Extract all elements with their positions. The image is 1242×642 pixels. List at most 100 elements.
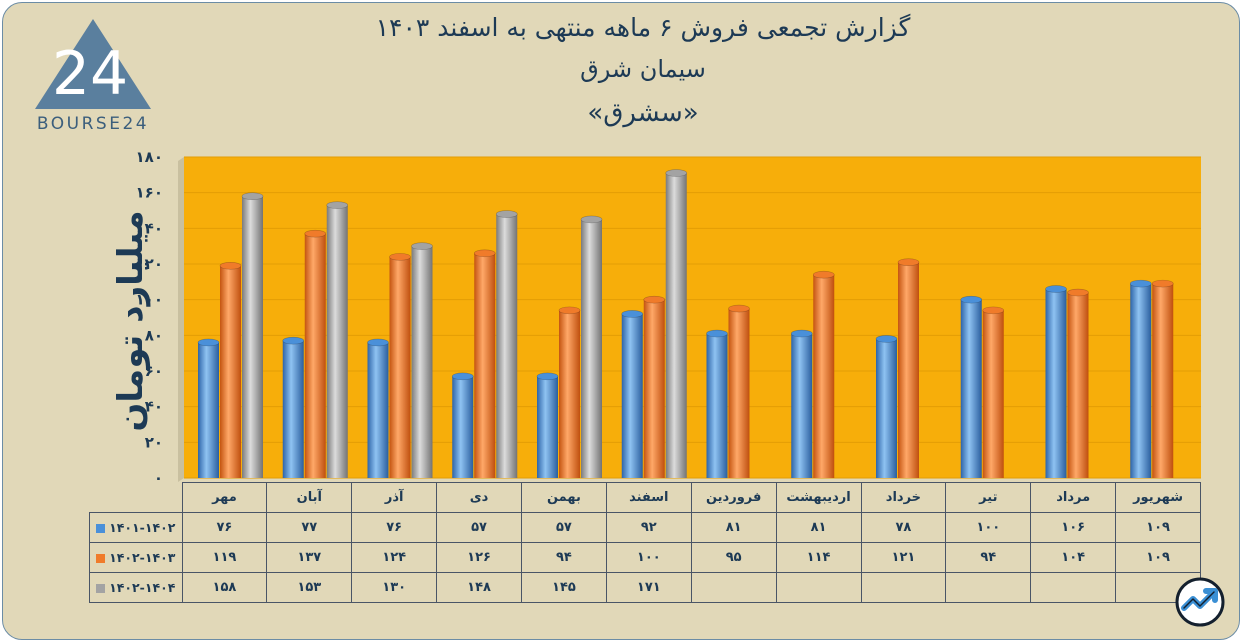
- ticker-symbol: «سشرق»: [587, 98, 699, 128]
- bar-cap: [960, 295, 983, 304]
- bar-cap: [728, 304, 750, 313]
- y-tick-label: ۱۲۰: [136, 255, 163, 273]
- data-value: [690, 572, 777, 603]
- data-value: ۱۰۹: [1115, 512, 1201, 543]
- y-axis-label: میلیارد تومان: [111, 210, 151, 432]
- bar: [326, 205, 348, 478]
- legend-swatch: [96, 524, 106, 533]
- bar: [537, 376, 558, 478]
- bar-cap: [411, 242, 433, 250]
- data-value: ۷۷: [266, 512, 353, 543]
- bar: [643, 299, 665, 478]
- bar: [474, 253, 496, 478]
- data-value: ۵۷: [436, 512, 522, 543]
- category-label: فروردین: [690, 482, 777, 513]
- chart-title: گزارش تجمعی فروش ۶ ماهه منتهی به اسفند ۱…: [375, 13, 911, 42]
- data-value: ۵۷: [521, 512, 607, 543]
- bourse24-logo: 24: [35, 19, 151, 109]
- chart-canvas: 24 ۰ ۲۰ ۴۰ ۶۰ ۸۰ ۱۰۰ ۱۲۰ ۱۴۰ ۱۶۰ ۱۸۰: [35, 19, 1201, 487]
- bar-cap: [1129, 279, 1152, 288]
- table-row: ۱۴۰۲-۱۴۰۳ ۱۱۹ ۱۳۷ ۱۲۴ ۱۲۶ ۹۴ ۱۰۰ ۹۵ ۱۱۴ ۱۲۱ ۹۴ ۱۰۴ ۱…: [89, 542, 1201, 573]
- data-table: مهر آبان آذر دی بهمن اسفند فروردین اردیبهشت خردا…: [89, 482, 1201, 603]
- bar: [559, 310, 580, 478]
- category-label: آبان: [266, 482, 353, 513]
- y-tick-label: ۶۰: [145, 362, 163, 380]
- company-name: سیمان شرق: [580, 55, 706, 83]
- data-value: ۱۳۷: [266, 542, 353, 573]
- series-name: ۱۴۰۲-۱۴۰۴: [109, 580, 176, 595]
- data-value: ۱۱۴: [775, 542, 862, 573]
- y-tick-label: ۱۶۰: [136, 184, 163, 202]
- bar: [198, 342, 219, 478]
- data-value: ۹۴: [521, 542, 607, 573]
- bar-cap: [875, 335, 898, 343]
- bar-cap: [558, 306, 581, 315]
- data-value: ۱۰۹: [1115, 542, 1201, 573]
- bar: [452, 376, 474, 478]
- bar: [304, 233, 326, 478]
- bar-cap: [706, 329, 728, 338]
- data-value: ۸۱: [775, 512, 862, 543]
- bar-cap: [219, 261, 242, 270]
- category-label: خرداد: [860, 482, 947, 513]
- category-label: اردیبهشت: [775, 482, 862, 513]
- table-row: ۱۴۰۲-۱۴۰۴ ۱۵۸ ۱۵۳ ۱۳۰ ۱۴۸ ۱۴۵ ۱۷۱: [89, 572, 1201, 603]
- bar-cap: [1067, 288, 1089, 297]
- bar: [813, 274, 835, 478]
- table-row: ۱۴۰۱-۱۴۰۲ ۷۶ ۷۷ ۷۶ ۵۷ ۵۷ ۹۲ ۸۱ ۸۱ ۷۸ ۱۰۰ ۱۰۶ ۱۰۹: [89, 512, 1201, 543]
- plot-background: [184, 157, 1201, 478]
- bar-cap: [326, 201, 349, 209]
- bar-cap: [982, 306, 1005, 315]
- bar-cap: [897, 258, 920, 267]
- logo-mark: 24: [52, 39, 128, 109]
- y-tick-label: ۰: [154, 469, 163, 487]
- y-tick-label: ۱۰۰: [136, 291, 163, 309]
- y-tick-label: ۲۰: [145, 433, 163, 451]
- data-value: ۱۷۱: [605, 572, 692, 603]
- data-value: [945, 572, 1032, 603]
- bar: [706, 333, 728, 478]
- series-name: ۱۴۰۱-۱۴۰۲: [109, 520, 176, 535]
- data-value: ۱۴۸: [436, 572, 522, 603]
- series-legend: ۱۴۰۲-۱۴۰۴: [89, 572, 183, 603]
- bar-cap: [1045, 285, 1067, 293]
- data-value: ۱۰۰: [945, 512, 1032, 543]
- bar: [1130, 283, 1152, 478]
- bar: [367, 342, 389, 478]
- bar: [621, 313, 643, 478]
- bar-cap: [241, 192, 264, 201]
- data-value: [775, 572, 862, 603]
- bar: [960, 299, 982, 478]
- bar-cap: [580, 215, 603, 224]
- data-value: ۱۰۰: [605, 542, 692, 573]
- category-label: آذر: [351, 482, 438, 513]
- bar-cap: [282, 336, 305, 345]
- data-value: ۱۲۶: [436, 542, 522, 573]
- category-label: دی: [436, 482, 522, 513]
- bar: [220, 265, 241, 478]
- bar: [496, 214, 518, 479]
- bar: [1067, 292, 1089, 478]
- legend-swatch: [96, 554, 106, 563]
- category-label: مهر: [181, 482, 268, 513]
- category-label: مرداد: [1030, 482, 1117, 513]
- bar: [982, 310, 1004, 478]
- data-value: ۱۰۶: [1030, 512, 1117, 543]
- category-label: بهمن: [521, 482, 607, 513]
- bar-cap: [197, 338, 220, 347]
- bar-cap: [643, 295, 666, 304]
- bar-cap: [495, 210, 518, 218]
- bar: [1045, 288, 1067, 478]
- bar-cap: [367, 338, 389, 347]
- bar-cap: [790, 329, 813, 338]
- bar-cap: [389, 253, 411, 261]
- bar: [791, 333, 813, 478]
- data-value: ۱۵۳: [266, 572, 353, 603]
- data-value: [860, 572, 947, 603]
- data-value: ۱۳۰: [351, 572, 438, 603]
- data-value: ۱۲۴: [351, 542, 438, 573]
- trend-up-icon: [1175, 577, 1225, 627]
- table-corner: [90, 483, 183, 513]
- bar: [898, 262, 919, 478]
- series-name: ۱۴۰۲-۱۴۰۳: [109, 550, 176, 565]
